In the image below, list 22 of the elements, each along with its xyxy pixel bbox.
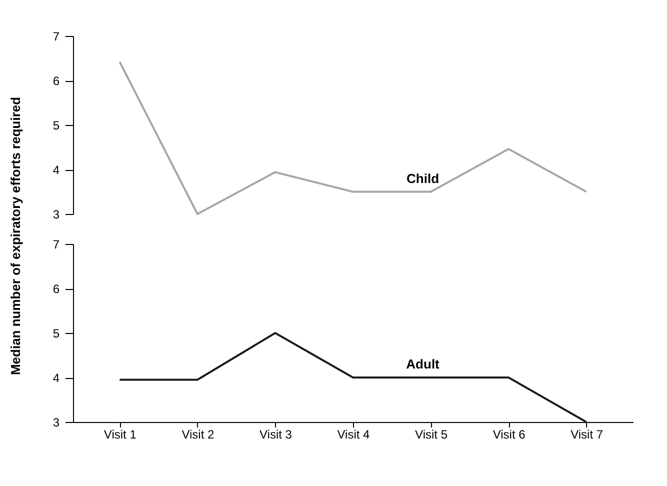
x-tick-label: Visit 6	[492, 428, 526, 442]
y-tick-label: 3	[52, 208, 60, 222]
y-axis-title: Median number of expiratory efforts required	[8, 96, 23, 376]
x-tick-label: Visit 7	[570, 428, 604, 442]
line-series	[118, 332, 588, 423]
x-tick-label: Visit 2	[182, 428, 214, 442]
x-tick-label: Visit 5	[415, 428, 448, 442]
y-tick-label: 6	[52, 282, 60, 296]
y-tick-label: 5	[52, 326, 60, 340]
y-tick-label: 5	[52, 118, 60, 132]
x-tick-label: Visit 1	[104, 428, 137, 442]
series-label: Child	[406, 170, 440, 186]
y-tick-label: 4	[52, 371, 60, 385]
y-tick-label: 7	[52, 238, 60, 252]
y-tick-label: 4	[52, 163, 60, 177]
line-series	[118, 60, 588, 215]
y-tick-label: 6	[52, 74, 60, 88]
x-tick-label: Visit 4	[337, 428, 370, 442]
y-tick-label: 3	[52, 416, 60, 430]
y-tick-label: 7	[52, 30, 60, 44]
series-label: Adult	[406, 356, 440, 372]
x-tick-label: Visit 3	[259, 428, 292, 442]
